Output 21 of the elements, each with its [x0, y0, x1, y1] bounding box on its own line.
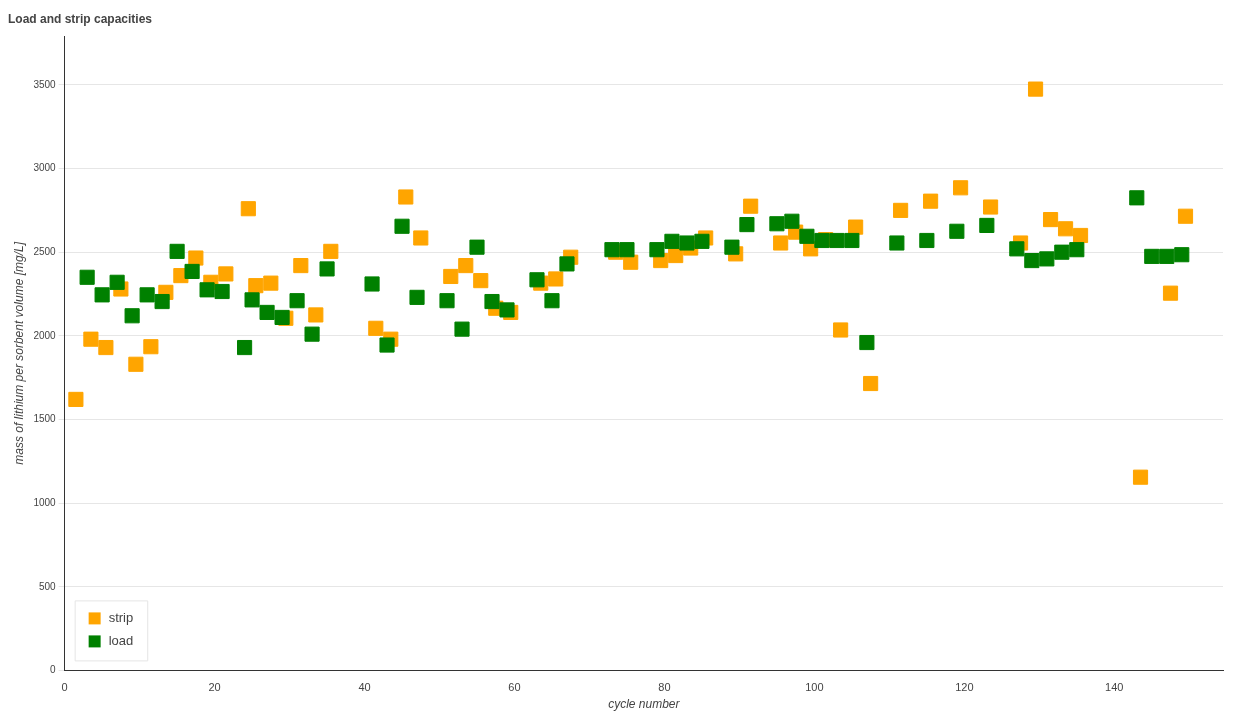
x-tick-label: 100 — [805, 681, 824, 694]
y-tick-label: 2500 — [33, 245, 57, 257]
y-tick-label: 3000 — [33, 162, 57, 174]
x-tick-label: 20 — [208, 681, 221, 694]
x-tick-label: 60 — [508, 681, 521, 694]
x-axis-title: cycle number — [608, 697, 681, 712]
y-tick-label: 0 — [50, 664, 57, 676]
chart-title: Load and strip capacities — [8, 11, 153, 26]
x-tick-label: 80 — [658, 681, 671, 694]
x-tick-label: 40 — [358, 681, 371, 694]
y-tick-label: 1500 — [33, 413, 57, 425]
legend-label: strip — [108, 609, 134, 625]
y-tick-label: 3500 — [33, 78, 57, 90]
legend-label: load — [108, 632, 134, 648]
y-tick-label: 1000 — [33, 496, 57, 508]
y-tick-label: 500 — [38, 580, 57, 592]
x-tick-label: 120 — [955, 681, 974, 694]
y-axis-title: mass of lithium per sorbent volume [mg/L] — [11, 241, 26, 465]
x-tick-label: 0 — [61, 681, 68, 694]
x-tick-label: 140 — [1105, 681, 1124, 694]
y-tick-label: 2000 — [33, 329, 57, 341]
